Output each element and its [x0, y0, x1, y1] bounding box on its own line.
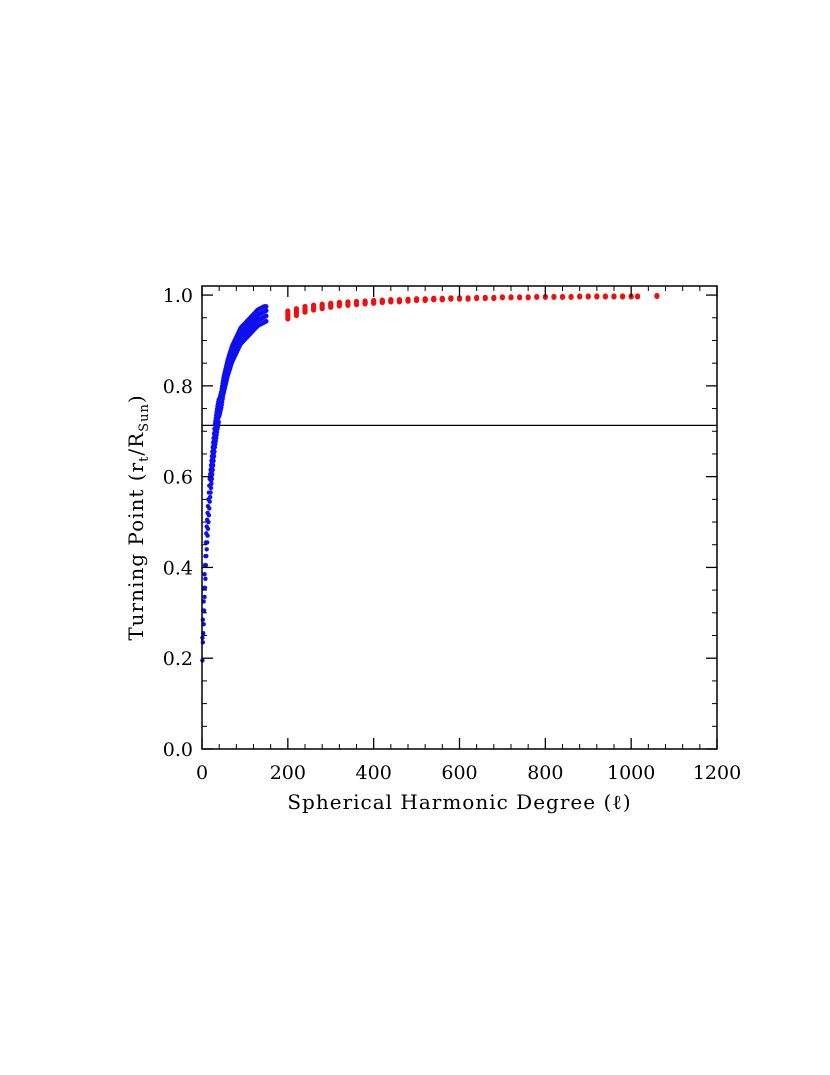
- data-point-blue: [207, 506, 212, 511]
- data-point-red: [388, 299, 394, 305]
- y-tick-label: 1.0: [163, 285, 193, 307]
- data-point-red: [379, 299, 385, 306]
- data-point-blue: [208, 490, 213, 495]
- data-point-blue: [204, 547, 209, 552]
- data-point-red: [336, 303, 342, 309]
- data-point-red: [310, 307, 317, 313]
- y-axis-label-subscript-sun: Sun: [137, 403, 152, 432]
- data-point-red: [654, 293, 660, 300]
- ticks-layer: [201, 286, 718, 750]
- data-point-red: [285, 316, 291, 322]
- data-point-red: [431, 297, 437, 303]
- y-axis-label-subscript-t: t: [137, 456, 152, 462]
- data-point-blue: [211, 458, 216, 463]
- y-tick-label: 0.6: [163, 467, 193, 489]
- data-point-red: [319, 306, 325, 312]
- data-point-blue: [205, 533, 210, 538]
- x-tick-label: 200: [270, 762, 306, 784]
- data-point-red: [542, 294, 548, 300]
- data-point-red: [585, 294, 591, 300]
- data-point-red: [345, 302, 351, 308]
- data-point-red: [491, 295, 497, 302]
- data-point-blue: [201, 608, 207, 613]
- data-point-red: [602, 294, 609, 300]
- data-point-red: [448, 296, 454, 302]
- data-point-red: [619, 294, 626, 300]
- data-point-red: [465, 296, 471, 302]
- data-point-red: [516, 295, 523, 301]
- y-tick-label: 0.8: [163, 376, 193, 398]
- data-point-blue: [207, 499, 212, 504]
- data-point-blue: [203, 562, 209, 568]
- data-point-red: [568, 294, 574, 300]
- data-point-blue: [264, 304, 269, 309]
- data-point-red: [635, 294, 641, 300]
- data-points-layer: [200, 292, 660, 663]
- x-tick-label: 800: [527, 762, 563, 784]
- data-point-red: [499, 295, 506, 301]
- data-point-blue: [210, 472, 215, 477]
- y-axis-label-middle: /R: [124, 432, 148, 456]
- data-point-blue: [209, 476, 215, 482]
- y-tick-label: 0.4: [163, 557, 193, 579]
- data-point-red: [328, 304, 334, 310]
- data-point-red: [413, 297, 420, 304]
- data-point-blue: [264, 308, 269, 313]
- data-point-red: [439, 297, 445, 303]
- data-point-red: [508, 295, 514, 301]
- data-point-blue: [212, 449, 217, 454]
- data-point-blue: [205, 526, 211, 532]
- data-point-red: [474, 295, 480, 302]
- data-point-red: [371, 300, 377, 306]
- data-point-blue: [202, 572, 207, 577]
- data-point-blue: [264, 313, 269, 319]
- data-point-red: [611, 294, 617, 300]
- x-tick-label: 400: [356, 762, 392, 784]
- data-point-blue: [264, 318, 269, 324]
- data-point-red: [525, 295, 531, 301]
- data-point-red: [396, 299, 403, 305]
- data-point-blue: [210, 467, 215, 473]
- data-point-blue: [211, 454, 217, 459]
- data-point-red: [534, 294, 540, 300]
- plot-frame: [201, 285, 718, 750]
- y-axis-label-prefix: Turning Point (r: [124, 462, 148, 641]
- x-axis-label: Spherical Harmonic Degree (ℓ): [287, 790, 631, 814]
- y-axis-label-suffix: ): [124, 394, 148, 403]
- data-point-red: [456, 296, 463, 302]
- data-point-red: [362, 301, 368, 307]
- data-point-red: [594, 294, 600, 300]
- data-point-red: [559, 294, 566, 300]
- data-point-red: [551, 294, 557, 300]
- data-point-blue: [204, 553, 209, 559]
- y-axis-label: Turning Point (rt/RSun): [124, 394, 152, 640]
- data-point-blue: [207, 494, 213, 500]
- data-point-blue: [206, 519, 211, 525]
- data-point-red: [422, 297, 428, 304]
- x-tick-label: 0: [196, 762, 208, 784]
- data-point-blue: [206, 513, 212, 518]
- data-point-red: [302, 309, 308, 315]
- data-point-red: [482, 295, 488, 302]
- data-point-blue: [208, 485, 214, 491]
- data-point-blue: [216, 419, 221, 425]
- data-point-red: [405, 298, 411, 304]
- data-point-blue: [202, 585, 208, 591]
- y-tick-label: 0.2: [163, 648, 193, 670]
- data-point-blue: [209, 481, 214, 486]
- tick-labels-layer: 0 200 400 600 800 1000 1200 0.0 0.2 0.4 0.6 0.8 1.0: [163, 285, 741, 784]
- data-point-blue: [203, 576, 208, 581]
- x-tick-label: 600: [441, 762, 477, 784]
- data-point-red: [577, 294, 583, 300]
- data-point-blue: [210, 463, 216, 468]
- y-tick-label: 0.0: [163, 739, 193, 761]
- x-tick-label: 1000: [607, 762, 655, 784]
- data-point-blue: [202, 594, 207, 600]
- data-point-red: [293, 312, 300, 319]
- data-point-blue: [204, 540, 210, 545]
- data-point-red: [353, 302, 360, 308]
- x-tick-label: 1200: [693, 762, 741, 784]
